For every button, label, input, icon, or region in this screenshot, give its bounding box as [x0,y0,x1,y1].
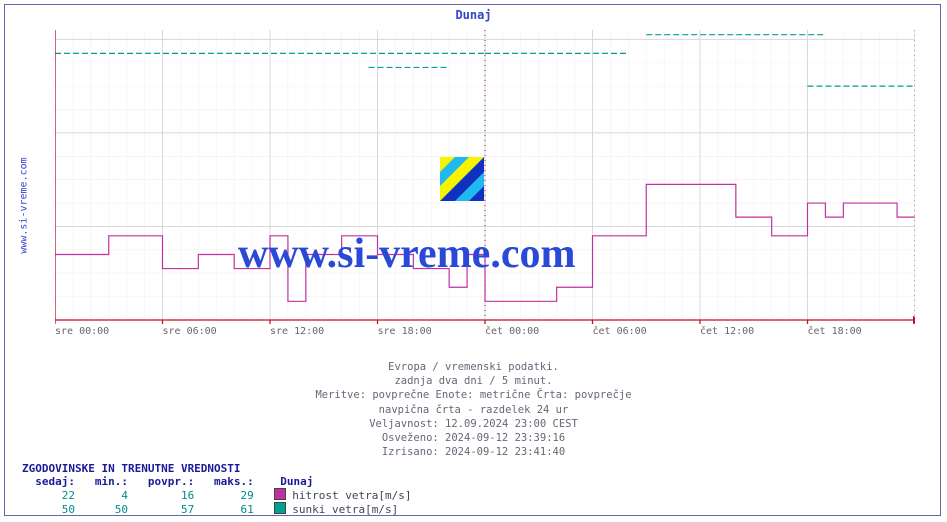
legend-label: hitrost vetra[m/s] [292,489,411,502]
svg-text:sre 06:00: sre 06:00 [163,326,217,335]
stats-row: 50 50 57 61 sunki vetra[m/s] [22,502,412,516]
footer-line: Osveženo: 2024-09-12 23:39:16 [0,431,947,445]
footer-line: Meritve: povprečne Enote: metrične Črta:… [0,388,947,402]
page-root: www.si-vreme.com Dunaj 204060sre 00:00sr… [0,0,947,522]
chart-title: Dunaj [0,8,947,22]
footer-line: Veljavnost: 12.09.2024 23:00 CEST [0,417,947,431]
footer-line: zadnja dva dni / 5 minut. [0,374,947,388]
footer-line: Evropa / vremenski podatki. [0,360,947,374]
svg-text:sre 12:00: sre 12:00 [270,326,324,335]
legend-label: sunki vetra[m/s] [292,503,398,516]
svg-text:čet 00:00: čet 00:00 [485,325,539,335]
vertical-watermark-label: www.si-vreme.com [19,146,30,266]
stats-block: ZGODOVINSKE IN TRENUTNE VREDNOSTI sedaj:… [22,462,412,516]
stats-row: 22 4 16 29 hitrost vetra[m/s] [22,488,412,502]
footer-line: Izrisano: 2024-09-12 23:41:40 [0,445,947,459]
svg-text:sre 00:00: sre 00:00 [55,326,109,335]
chart-area: 204060sre 00:00sre 06:00sre 12:00sre 18:… [55,30,915,335]
legend-swatch [274,488,286,500]
footer-line: navpična črta - razdelek 24 ur [0,403,947,417]
stats-header: sedaj: min.: povpr.: maks.: Dunaj [22,475,412,488]
svg-text:sre 18:00: sre 18:00 [378,326,432,335]
chart-svg: 204060sre 00:00sre 06:00sre 12:00sre 18:… [55,30,915,335]
svg-text:čet 18:00: čet 18:00 [808,325,862,335]
stats-title: ZGODOVINSKE IN TRENUTNE VREDNOSTI [22,462,412,475]
svg-text:čet 06:00: čet 06:00 [593,325,647,335]
svg-text:čet 12:00: čet 12:00 [700,325,754,335]
legend-swatch [274,502,286,514]
footer-meta: Evropa / vremenski podatki.zadnja dva dn… [0,360,947,459]
